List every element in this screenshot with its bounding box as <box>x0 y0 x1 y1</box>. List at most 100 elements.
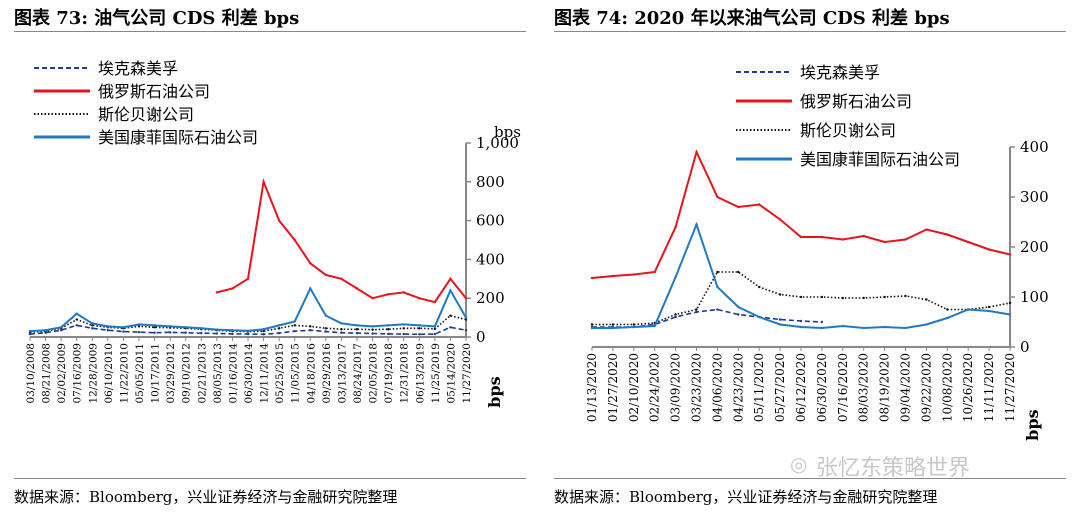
data-point <box>716 195 719 199</box>
data-point <box>75 324 78 327</box>
data-point <box>386 293 390 296</box>
y-tick-label: 100 <box>1020 288 1049 306</box>
y-tick-label: 0 <box>1020 338 1030 356</box>
data-point <box>695 150 698 154</box>
data-point <box>215 291 219 294</box>
data-point <box>324 327 328 330</box>
x-tick-label: 03/10/2008 <box>25 343 37 404</box>
y-tick-label: 400 <box>476 250 505 268</box>
data-point <box>402 327 405 330</box>
data-point <box>925 228 928 231</box>
x-tick-label: 04/06/2020 <box>710 353 724 422</box>
data-point <box>611 326 615 330</box>
data-point <box>904 326 907 330</box>
data-point <box>449 326 452 329</box>
data-point <box>925 298 928 301</box>
data-point <box>153 331 156 334</box>
x-tick-label: 09/10/2012 <box>181 343 193 404</box>
data-point <box>653 324 656 328</box>
data-point <box>59 329 63 332</box>
data-point <box>987 309 991 313</box>
data-point <box>778 323 782 326</box>
data-point <box>355 328 359 331</box>
data-point <box>277 327 281 330</box>
source-note: 数据来源：Bloomberg，兴业证券经济与金融研究院整理 <box>554 488 938 506</box>
chart-panel-2: 图表 74: 2020 年以来油气公司 CDS 利差 bps 0 100 200 30… <box>540 0 1080 516</box>
data-point <box>449 314 452 317</box>
data-point <box>716 285 719 289</box>
data-point <box>464 318 468 321</box>
x-tick-label: 09/29/2016 <box>321 343 333 404</box>
x-tick-label: 11/27/2020 <box>1003 353 1017 422</box>
data-point <box>122 326 125 329</box>
data-point <box>1008 253 1012 256</box>
data-point <box>137 330 141 334</box>
x-tick-label: 11/25/2019 <box>430 343 442 404</box>
x-tick-label: 03/09/2020 <box>669 353 683 422</box>
data-point <box>137 325 141 328</box>
data-point <box>418 333 421 336</box>
x-tick-label: 08/21/2008 <box>41 343 53 404</box>
data-point <box>386 324 390 327</box>
data-point <box>799 319 803 323</box>
data-point <box>674 225 677 229</box>
legend-label: 美国康菲国际石油公司 <box>98 128 258 147</box>
x-tick-label: 06/30/2014 <box>243 343 255 404</box>
data-point <box>737 205 740 209</box>
data-point <box>106 325 110 328</box>
data-point <box>737 270 740 274</box>
data-point <box>1008 301 1012 305</box>
legend-label: 美国康菲国际石油公司 <box>800 150 960 169</box>
data-point <box>778 218 782 221</box>
x-tick-label: 10/08/2020 <box>940 353 954 422</box>
data-point <box>262 329 265 333</box>
data-point <box>418 327 421 330</box>
data-point <box>153 326 156 329</box>
y-unit-label: bps <box>494 123 521 141</box>
x-tick-label: 08/24/2017 <box>352 343 364 404</box>
data-point <box>324 273 328 277</box>
x-tick-label: 05/11/2020 <box>752 353 766 422</box>
data-point <box>737 305 740 309</box>
data-point <box>632 323 635 326</box>
data-point <box>402 323 405 326</box>
x-tick-label: 08/19/2020 <box>878 353 892 422</box>
data-point <box>355 287 359 290</box>
x-tick-label: 03/13/2017 <box>336 343 348 404</box>
data-point <box>309 329 312 332</box>
data-point <box>799 325 803 329</box>
x-tick-label: 07/19/2018 <box>383 343 395 404</box>
data-point <box>75 318 78 321</box>
x-tick-label: 11/05/2015 <box>290 343 302 404</box>
data-point <box>184 331 187 334</box>
data-point <box>695 223 698 226</box>
x-tick-label: 06/30/2020 <box>815 353 829 422</box>
x-tick-label: 07/16/2020 <box>836 353 850 422</box>
series-line <box>592 221 1011 330</box>
data-point <box>799 295 803 299</box>
data-point <box>215 332 219 335</box>
x-tick-label: 03/29/2012 <box>165 343 177 404</box>
data-point <box>758 203 761 206</box>
data-point <box>262 180 265 183</box>
data-point <box>91 322 94 325</box>
x-tick-label: 06/13/2019 <box>414 343 426 404</box>
data-point <box>611 323 615 326</box>
series-line <box>29 314 467 333</box>
data-point <box>386 332 390 336</box>
divider <box>14 478 526 479</box>
legend-label: 斯伦贝谢公司 <box>800 121 896 140</box>
data-point <box>590 323 594 326</box>
legend-label: 埃克森美孚 <box>98 59 178 78</box>
data-point <box>340 328 343 331</box>
data-point <box>778 318 782 321</box>
x-tick-label: 01/13/2020 <box>585 353 599 422</box>
wechat-icon: ◎ <box>790 452 808 476</box>
data-point <box>758 315 761 319</box>
data-point <box>820 320 824 324</box>
data-point <box>340 331 343 334</box>
data-point <box>820 326 824 330</box>
x-tick-label: 02/10/2020 <box>627 353 641 422</box>
series-line <box>592 271 1011 326</box>
data-point <box>883 240 886 244</box>
